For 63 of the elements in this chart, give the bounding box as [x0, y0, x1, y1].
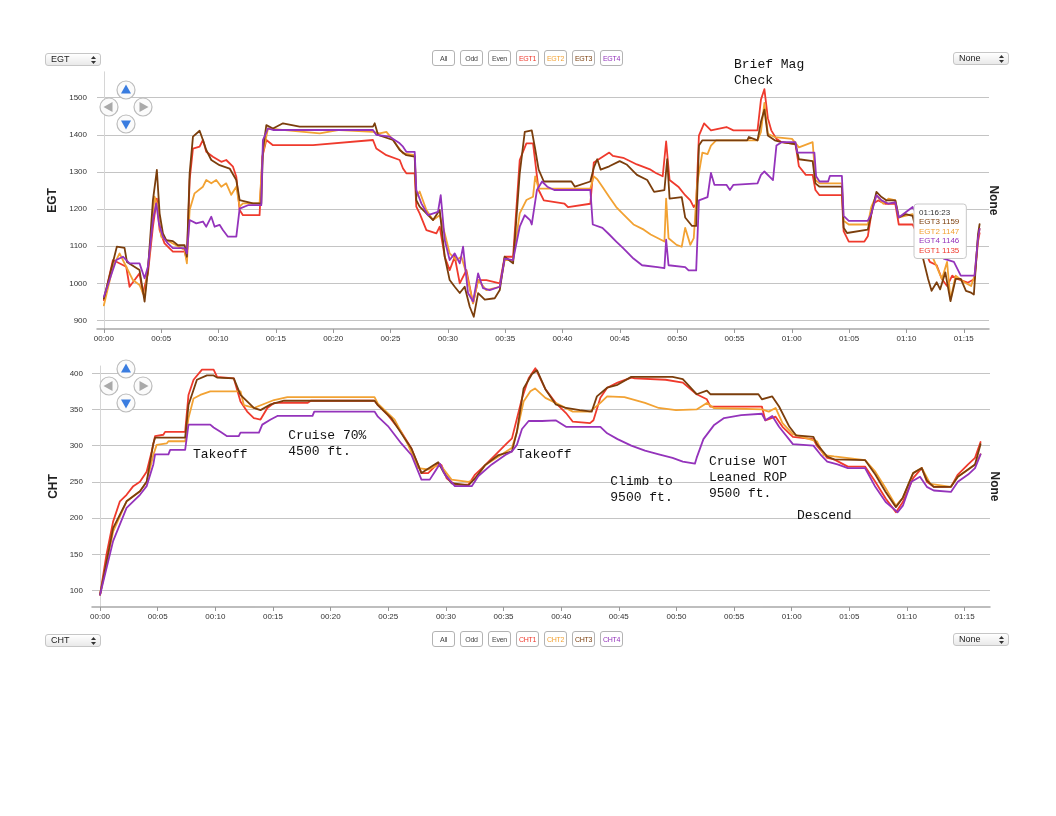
- y-tick-label: 150: [69, 549, 84, 559]
- x-tick-label: 00:50: [666, 611, 687, 621]
- annotation: Takeoff: [193, 447, 248, 463]
- x-tick-label: 01:05: [839, 611, 860, 621]
- x-tick-label: 00:15: [265, 333, 287, 343]
- x-tick-label: 00:05: [151, 333, 172, 343]
- x-tick-label: 00:20: [320, 611, 342, 621]
- x-tick-label: 00:55: [724, 611, 745, 621]
- annotation: 01:16:23 EGT3 1159 EGT2 1147 EGT4 1146 EGT1 1135: [919, 207, 960, 255]
- y-tick-label: 200: [69, 513, 84, 523]
- x-tick-label: 00:30: [435, 611, 457, 621]
- annotation: Brief Mag Check: [734, 57, 805, 89]
- y-tick-label: 1200: [69, 204, 88, 214]
- x-tick-label: 01:10: [896, 333, 917, 343]
- x-tick-label: 00:45: [608, 611, 630, 621]
- x-tick-label: 00:05: [147, 611, 169, 621]
- y-tick-label: 1500: [69, 93, 88, 103]
- y-tick-label: 1100: [69, 241, 88, 251]
- x-tick-label: 00:35: [493, 611, 515, 621]
- x-tick-label: 00:25: [378, 611, 399, 621]
- dropdown: EGT: [45, 53, 101, 66]
- y-axis-title: CHT: [45, 473, 60, 499]
- y2-axis-title: None: [987, 185, 1001, 216]
- dropdown: None: [953, 633, 1009, 646]
- y-tick-label: 1400: [69, 130, 88, 140]
- y-tick-label: 1300: [69, 167, 88, 177]
- x-tick-label: 01:15: [953, 333, 975, 343]
- dropdown: None: [953, 52, 1009, 65]
- x-tick-label: 01:15: [954, 611, 976, 621]
- text: EGT: [45, 188, 60, 213]
- y-tick-label: 300: [69, 441, 84, 451]
- annotation: Takeoff: [517, 447, 572, 463]
- x-tick-label: 00:40: [552, 333, 574, 343]
- dropdown: CHT: [45, 634, 101, 647]
- annotation: Descend: [797, 508, 852, 524]
- x-tick-label: 01:05: [839, 333, 860, 343]
- y-tick-label: 350: [69, 404, 84, 414]
- x-tick-label: 00:15: [262, 611, 284, 621]
- x-tick-label: 00:30: [437, 333, 459, 343]
- x-tick-label: 01:00: [781, 333, 803, 343]
- annotation: Cruise WOT Leaned ROP 9500 ft.: [709, 453, 788, 501]
- y-tick-label: 100: [69, 585, 84, 595]
- x-tick-label: 00:25: [380, 333, 402, 343]
- x-tick-label: 01:00: [781, 611, 803, 621]
- x-tick-label: 01:10: [896, 611, 918, 621]
- x-tick-label: 00:00: [93, 333, 115, 343]
- x-tick-label: 00:00: [90, 611, 111, 621]
- x-tick-label: 00:45: [609, 333, 631, 343]
- x-tick-label: 00:50: [667, 333, 688, 343]
- x-tick-label: 00:40: [551, 611, 572, 621]
- annotation: Cruise 70% 4500 ft.: [288, 428, 367, 460]
- x-tick-label: 00:10: [205, 611, 226, 621]
- x-tick-label: 00:35: [495, 333, 516, 343]
- x-tick-label: 00:10: [208, 333, 230, 343]
- x-tick-label: 00:55: [724, 333, 746, 343]
- y2-axis-title: None: [988, 471, 1002, 502]
- y-axis-title: EGT: [51, 54, 70, 64]
- y-tick-label: 250: [69, 477, 84, 487]
- y-tick-label: 400: [69, 368, 84, 378]
- y-tick-label: 900: [73, 315, 88, 325]
- x-tick-label: 00:20: [323, 333, 344, 343]
- annotation: Climb to 9500 ft.: [610, 473, 673, 505]
- y-tick-label: 1000: [69, 278, 88, 288]
